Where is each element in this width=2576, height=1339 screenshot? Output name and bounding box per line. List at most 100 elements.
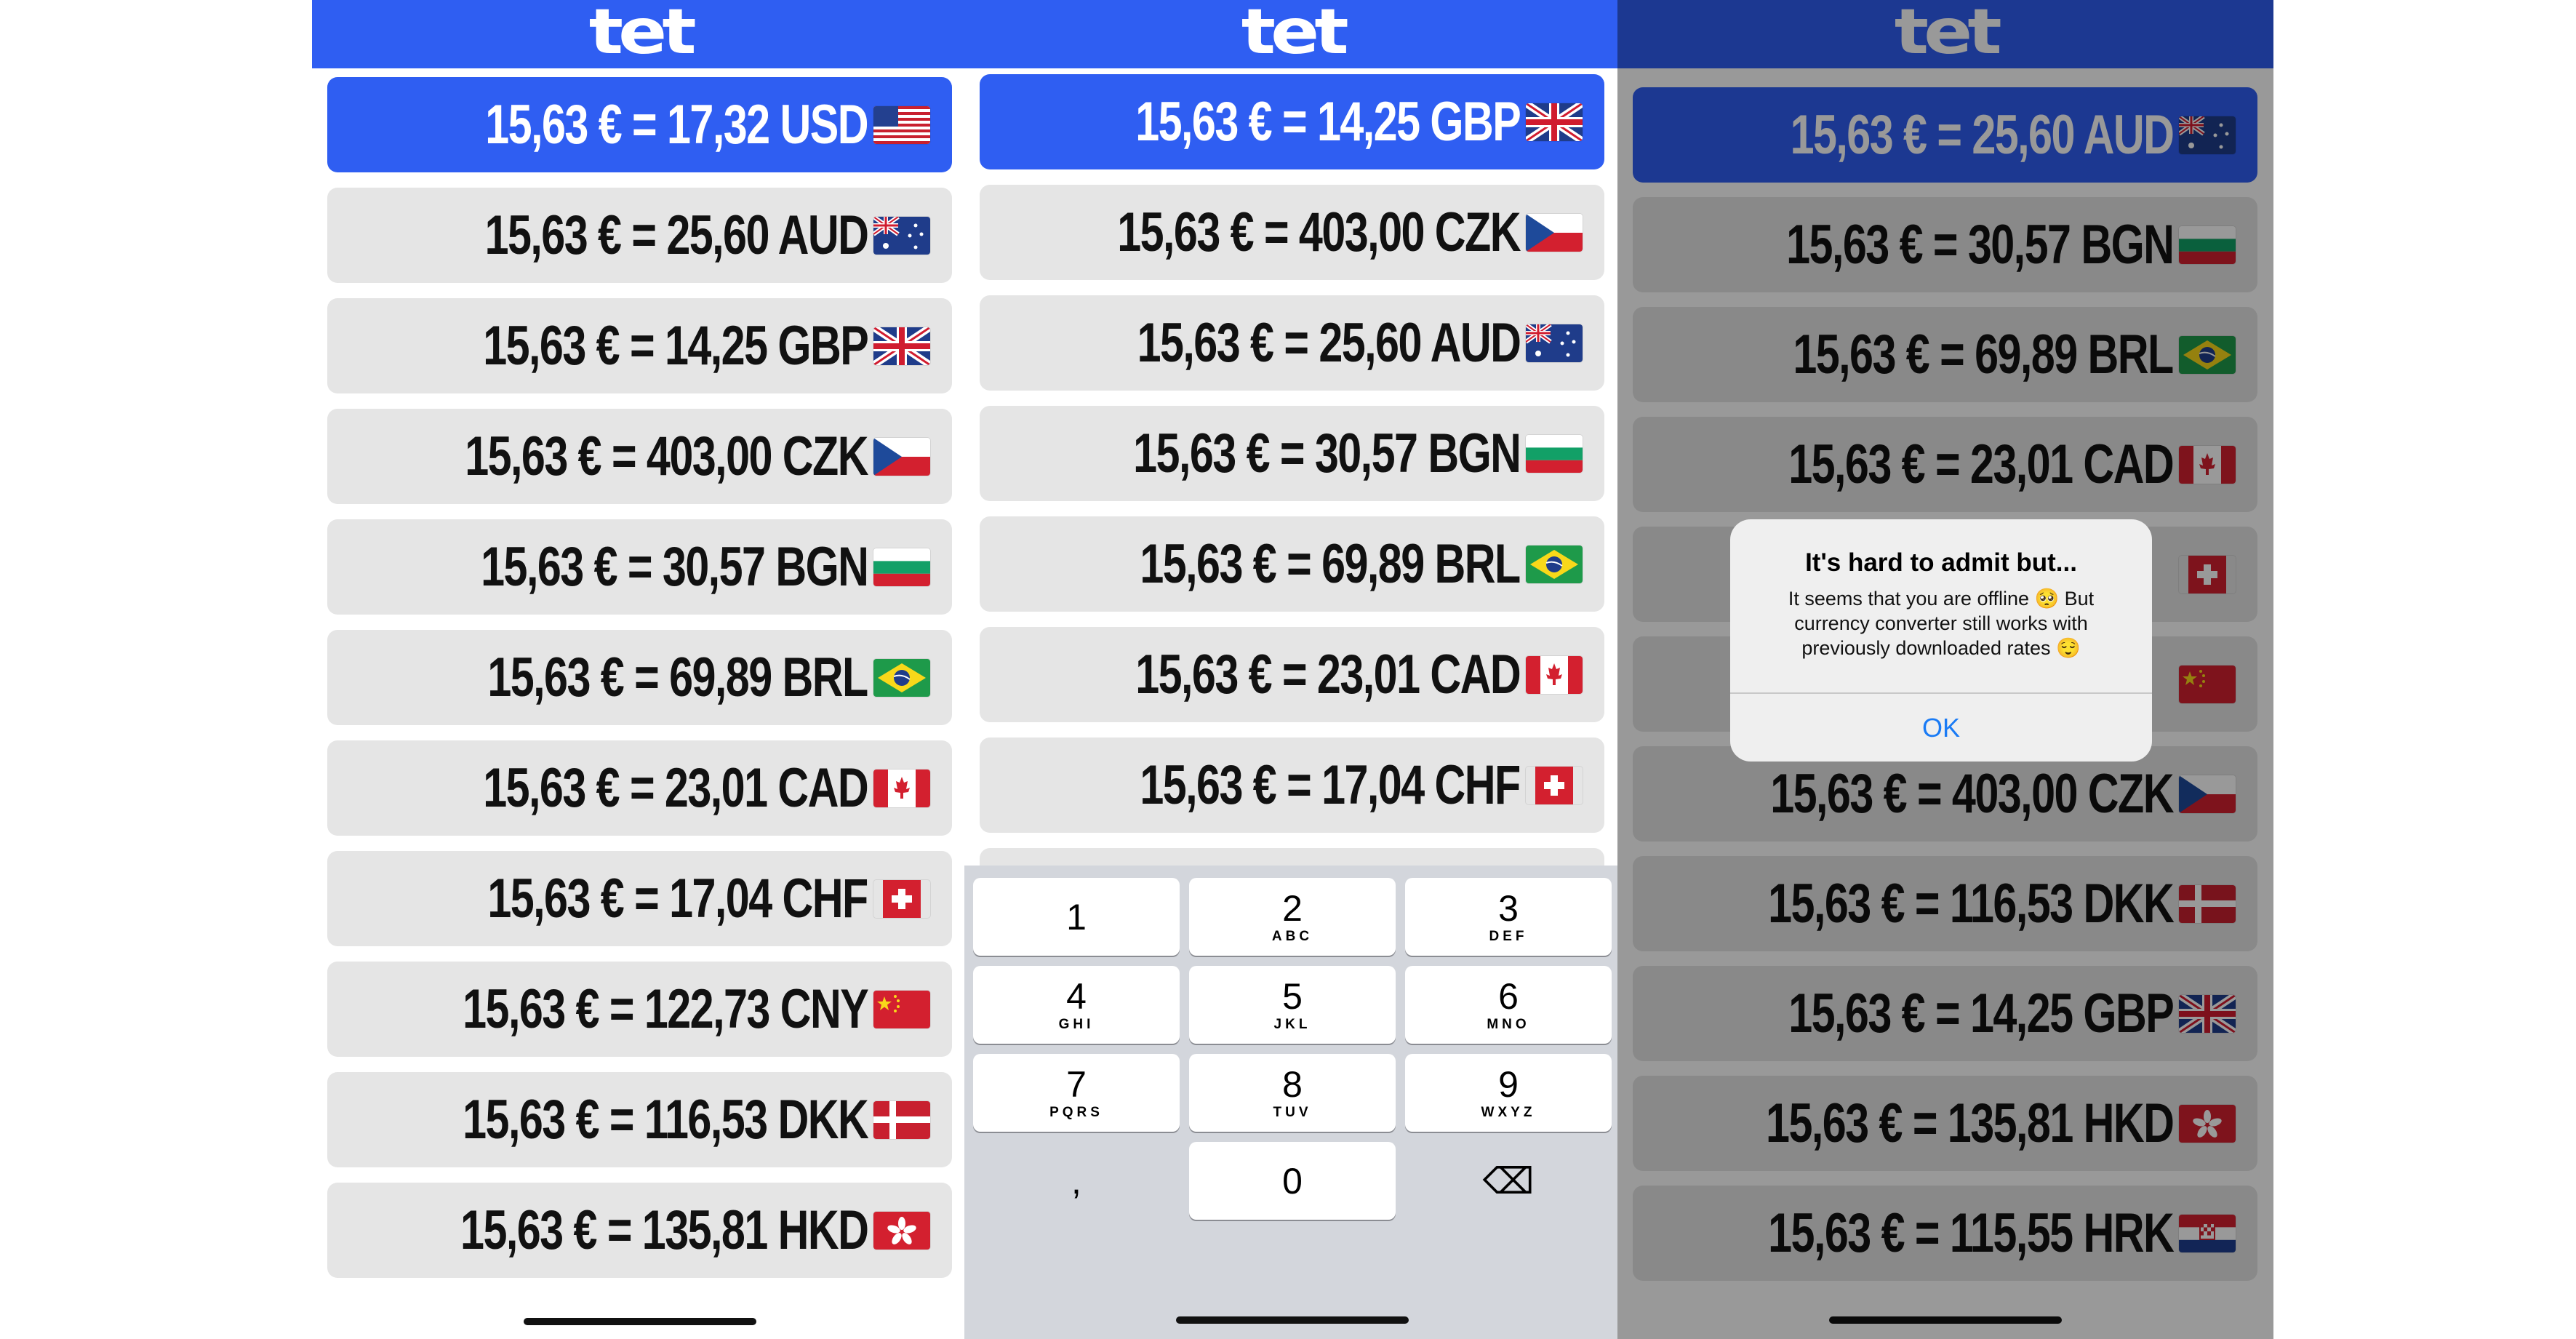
conversion-text: 15,63 € = 115,55 HRK (1767, 1202, 2175, 1264)
key-9[interactable]: 9 WXYZ (1405, 1054, 1612, 1132)
currency-row[interactable]: 15,63 € = 69,89 BRL (980, 516, 1604, 612)
conversion-text: 15,63 € = 116,53 DKK (1767, 873, 2175, 935)
key-digit: 8 (1282, 1063, 1303, 1105)
cn-flag-icon (2179, 665, 2236, 703)
home-indicator (524, 1318, 756, 1325)
currency-row[interactable]: 15,63 € = 69,89 BRL (1633, 307, 2257, 402)
conversion-text: 15,63 € = 14,25 GBP (1788, 983, 2175, 1044)
key-4[interactable]: 4 GHI (973, 966, 1180, 1044)
conversion-text: 15,63 € = 17,04 CHF (487, 868, 869, 930)
currency-row[interactable]: 15,63 € = 122,73 CNY (327, 962, 952, 1057)
cn-flag-icon (873, 990, 930, 1028)
key-digit: 3 (1498, 887, 1519, 929)
currency-row[interactable]: 15,63 € = 23,01 CAD (980, 627, 1604, 722)
conversion-text: 15,63 € = 135,81 HKD (1765, 1092, 2175, 1154)
currency-row[interactable]: 15,63 € = 25,60 AUD (980, 295, 1604, 391)
hk-flag-icon (873, 1211, 930, 1250)
key-letters: PQRS (1049, 1104, 1103, 1120)
ch-flag-icon (873, 879, 930, 918)
key-1[interactable]: 1 (973, 878, 1180, 956)
decimal-comma-key[interactable]: , (973, 1142, 1180, 1220)
currency-row[interactable]: 15,63 € = 403,00 CZK (327, 409, 952, 504)
ch-flag-icon (2179, 555, 2236, 593)
au-flag-icon (1526, 324, 1583, 362)
conversion-text: 15,63 € = 122,73 CNY (462, 978, 869, 1040)
currency-row[interactable]: 15,63 € = 69,89 BRL (327, 630, 952, 725)
key-7[interactable]: 7 PQRS (973, 1054, 1180, 1132)
ca-flag-icon (873, 769, 930, 807)
conversion-text: 15,63 € = 69,89 BRL (487, 647, 869, 708)
app-header: tet (312, 0, 968, 68)
alert-divider (1730, 692, 2152, 694)
selected-currency-row[interactable]: 15,63 € = 17,32 USD (327, 77, 952, 172)
panel-converter-list: tet 15,63 € = 17,32 USD 15,63 € = 25,60 A… (312, 0, 968, 1339)
bg-flag-icon (1526, 434, 1583, 473)
alert-ok-button[interactable]: OK (1921, 712, 1960, 743)
currency-row[interactable]: 15,63 € = 30,57 BGN (980, 406, 1604, 501)
key-3[interactable]: 3 DEF (1405, 878, 1612, 956)
key-6[interactable]: 6 MNO (1405, 966, 1612, 1044)
key-digit: ⌫ (1482, 1160, 1535, 1202)
br-flag-icon (1526, 545, 1583, 583)
conversion-text: 15,63 € = 17,32 USD (485, 94, 868, 156)
app-header: tet (964, 0, 1620, 68)
currency-row[interactable]: 15,63 € = 17,04 CHF (327, 851, 952, 946)
currency-row[interactable]: 15,63 € = 30,57 BGN (327, 519, 952, 615)
key-0[interactable]: 0 (1189, 1142, 1396, 1220)
selected-currency-row[interactable]: 15,63 € = 14,25 GBP (980, 74, 1604, 169)
key-2[interactable]: 2 ABC (1189, 878, 1396, 956)
backspace-icon[interactable]: ⌫ (1405, 1142, 1612, 1220)
currency-row[interactable]: 15,63 € = 135,81 HKD (1633, 1076, 2257, 1171)
conversion-text: 15,63 € = 23,01 CAD (483, 757, 869, 819)
conversion-text: 15,63 € = 30,57 BGN (480, 536, 869, 598)
gb-flag-icon (873, 327, 930, 365)
key-letters: TUV (1273, 1104, 1312, 1120)
currency-row[interactable]: 15,63 € = 403,00 CZK (980, 185, 1604, 280)
hr-flag-icon (2179, 1214, 2236, 1252)
key-digit: 6 (1498, 975, 1519, 1017)
currency-row[interactable]: 15,63 € = 115,55 HRK (1633, 1186, 2257, 1281)
currency-row[interactable]: 15,63 € = 14,25 GBP (327, 298, 952, 393)
tet-logo: tet (1894, 0, 2002, 68)
key-digit: , (1071, 1160, 1081, 1202)
conversion-text: 15,63 € = 25,60 AUD (1137, 312, 1521, 374)
currency-row[interactable]: 15,63 € = 17,04 CHF (980, 738, 1604, 833)
conversion-text: 15,63 € = 30,57 BGN (1785, 214, 2175, 276)
ca-flag-icon (2179, 445, 2236, 484)
alert-message: It seems that you are offline 🥺 But curr… (1788, 588, 2095, 659)
panel-converter-keypad: tet 15,63 € = 14,25 GBP 15,63 € = 403,00 … (964, 0, 1620, 1339)
currency-row[interactable]: 15,63 € = 135,81 HKD (327, 1183, 952, 1278)
bg-flag-icon (873, 548, 930, 586)
conversion-text: 15,63 € = 69,89 BRL (1793, 324, 2175, 385)
tet-logo: tet (588, 0, 697, 68)
conversion-text: 15,63 € = 14,25 GBP (483, 315, 869, 377)
currency-row[interactable]: 15,63 € = 116,53 DKK (1633, 856, 2257, 951)
key-5[interactable]: 5 JKL (1189, 966, 1396, 1044)
conversion-text: 15,63 € = 403,00 CZK (465, 425, 868, 487)
conversion-text: 15,63 € = 25,60 AUD (1790, 104, 2174, 166)
key-digit: 7 (1066, 1063, 1087, 1105)
conversion-text: 15,63 € = 403,00 CZK (1117, 201, 1521, 263)
key-digit: 2 (1282, 887, 1303, 929)
currency-row[interactable]: 15,63 € = 116,53 DKK (327, 1072, 952, 1167)
conversion-text: 15,63 € = 23,01 CAD (1135, 644, 1521, 706)
key-letters: ABC (1271, 928, 1313, 944)
currency-row[interactable]: 15,63 € = 30,57 BGN (1633, 197, 2257, 292)
currency-row[interactable]: 15,63 € = 403,00 CZK (1633, 746, 2257, 842)
au-flag-icon (873, 216, 930, 255)
tet-logo: tet (1241, 0, 1349, 68)
alert-title: It's hard to admit but... (1805, 548, 2077, 577)
currency-row[interactable]: 15,63 € = 23,01 CAD (1633, 417, 2257, 512)
key-8[interactable]: 8 TUV (1189, 1054, 1396, 1132)
currency-row[interactable]: 15,63 € = 25,60 AUD (327, 188, 952, 283)
key-digit: 0 (1282, 1160, 1303, 1202)
currency-row[interactable]: 15,63 € = 23,01 CAD (327, 740, 952, 836)
cz-flag-icon (2179, 775, 2236, 813)
selected-currency-row[interactable]: 15,63 € = 25,60 AUD (1633, 87, 2257, 183)
cz-flag-icon (1526, 213, 1583, 252)
currency-row[interactable]: 15,63 € = 14,25 GBP (1633, 966, 2257, 1061)
conversion-text: 15,63 € = 135,81 HKD (460, 1199, 869, 1261)
key-letters: WXYZ (1481, 1104, 1536, 1120)
ch-flag-icon (1526, 766, 1583, 804)
key-digit: 5 (1282, 975, 1303, 1017)
